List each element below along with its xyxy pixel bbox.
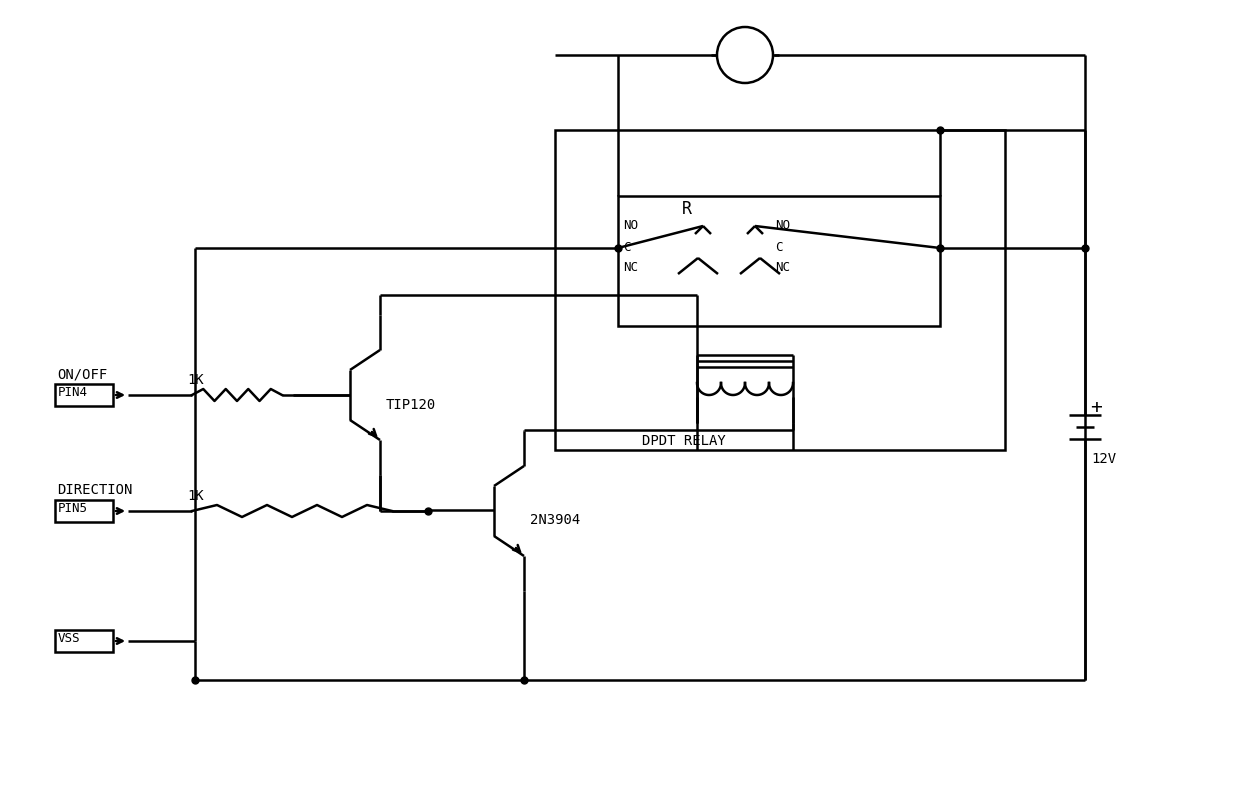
Text: NO: NO — [623, 219, 638, 232]
Text: DIRECTION: DIRECTION — [57, 483, 132, 497]
Text: PIN4: PIN4 — [58, 386, 88, 399]
Circle shape — [717, 27, 773, 83]
Text: 1K: 1K — [187, 489, 204, 503]
Text: 1K: 1K — [187, 373, 204, 387]
Text: ON/OFF: ON/OFF — [57, 367, 108, 381]
Bar — [54, 630, 113, 652]
Text: 12V: 12V — [1091, 452, 1117, 466]
Text: DPDT RELAY: DPDT RELAY — [643, 434, 725, 448]
Text: NO: NO — [775, 219, 790, 232]
Bar — [54, 500, 113, 522]
Text: C: C — [775, 241, 782, 254]
Text: 2N3904: 2N3904 — [530, 513, 581, 527]
Text: PIN5: PIN5 — [58, 502, 88, 515]
Text: +: + — [1089, 398, 1102, 417]
Bar — [618, 196, 940, 326]
Text: VSS: VSS — [58, 632, 80, 645]
Text: R: R — [682, 200, 692, 218]
Bar — [555, 130, 1005, 450]
Text: NC: NC — [623, 261, 638, 274]
Bar — [54, 384, 113, 406]
Text: C: C — [623, 241, 630, 254]
Text: TIP120: TIP120 — [386, 398, 436, 412]
Text: NC: NC — [775, 261, 790, 274]
